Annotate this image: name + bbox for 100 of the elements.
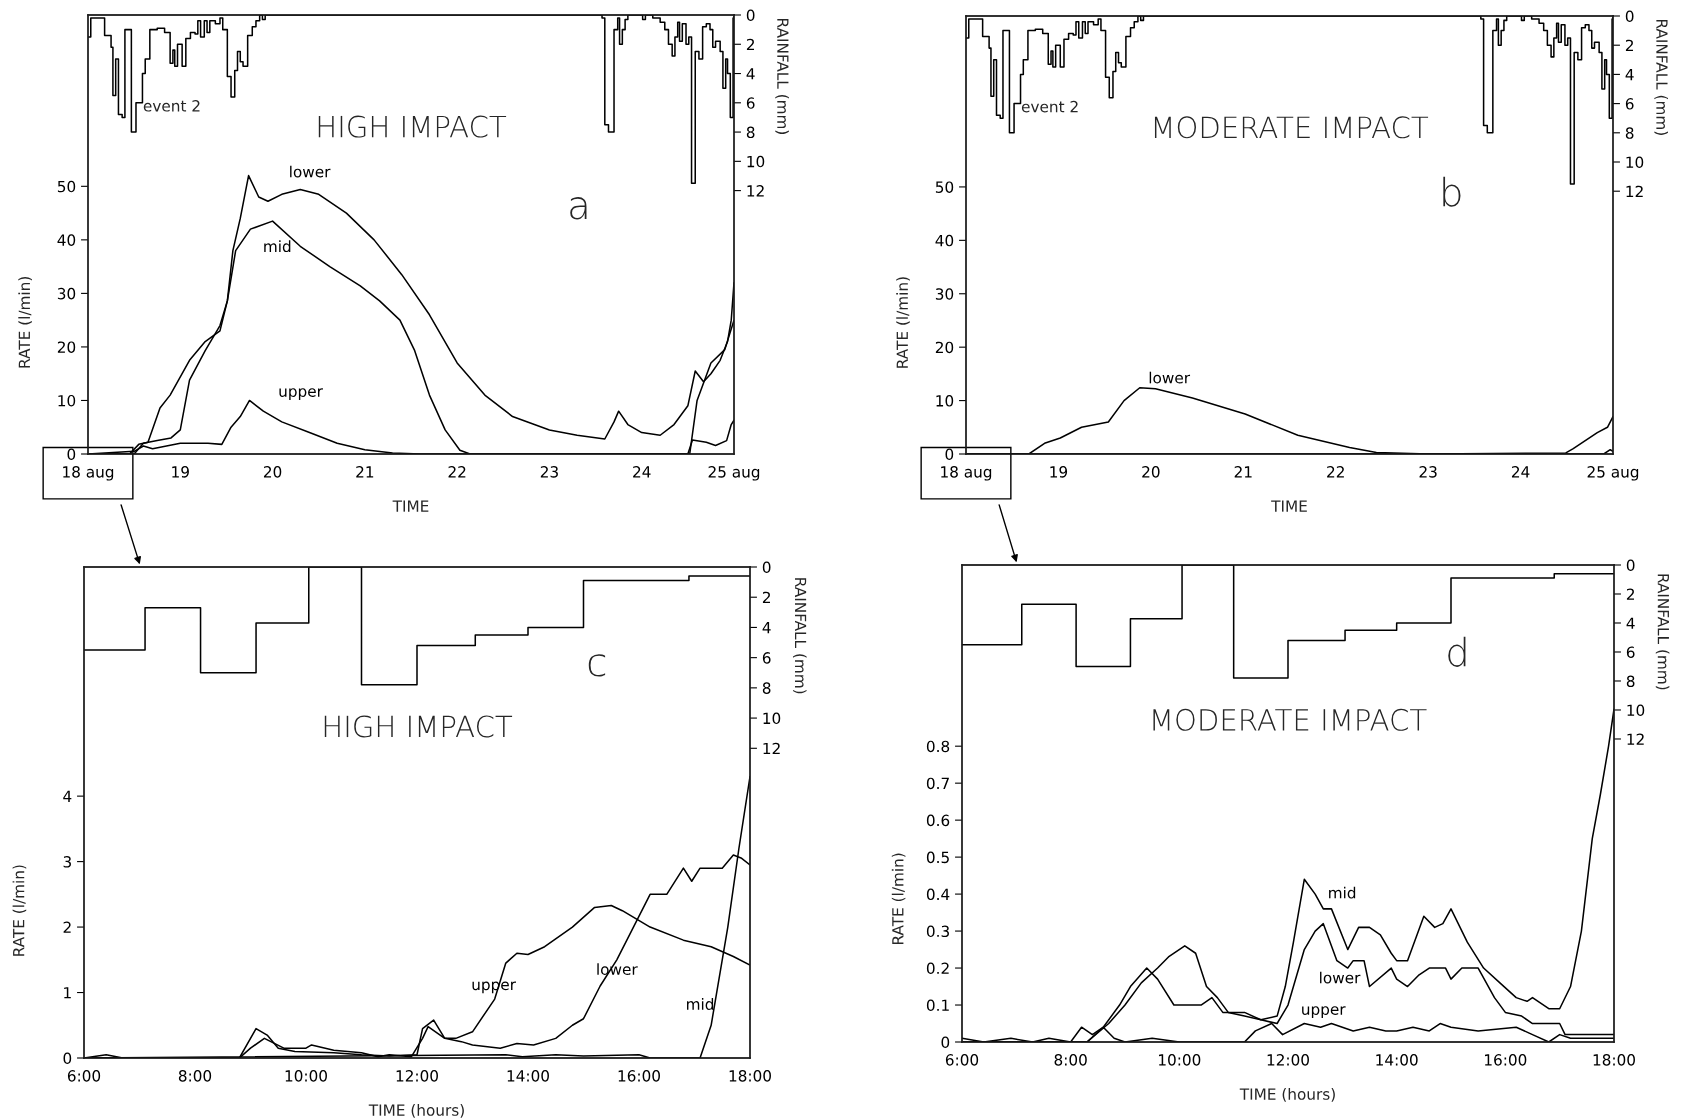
- y-tick-label: 0.3: [926, 925, 949, 938]
- y-tick-label: 0: [67, 448, 76, 461]
- y-axis-title: RATE (l/min): [18, 276, 32, 368]
- y2-tick-label: 10: [763, 712, 781, 725]
- x-tick-label: 23: [1419, 466, 1437, 478]
- y2-tick-label: 0: [1625, 10, 1634, 23]
- x-axis-title: TIME (hours): [1239, 1088, 1335, 1102]
- x-tick-label: 12:00: [396, 1070, 438, 1082]
- annotation: a: [570, 197, 587, 220]
- y-tick-label: 0.5: [926, 851, 949, 864]
- y-tick-label: 3: [63, 856, 71, 868]
- x-tick-label: 8:00: [1054, 1054, 1087, 1066]
- y-tick-label: 0.1: [926, 999, 949, 1012]
- y-axis-title: RATE (l/min): [896, 277, 910, 368]
- x-tick-label: 8:00: [178, 1070, 212, 1082]
- y-tick-label: 10: [58, 394, 76, 407]
- y-tick-label: 30: [935, 288, 954, 300]
- x-tick-label: 14:00: [1376, 1054, 1418, 1066]
- y2-tick-label: 8: [746, 126, 755, 139]
- y2-axis-title: RAINFALL (mm): [1654, 19, 1668, 135]
- y2-tick-label: 8: [1625, 127, 1634, 139]
- x-tick-label: 14:00: [507, 1070, 549, 1082]
- y2-tick-label: 0: [762, 561, 771, 574]
- y2-tick-label: 4: [746, 68, 755, 80]
- y-tick-label: 0: [941, 1036, 950, 1049]
- y2-tick-label: 6: [746, 97, 755, 109]
- series-label: upper: [279, 388, 323, 400]
- series-label: upper: [1302, 1006, 1346, 1018]
- y-tick-label: 20: [935, 341, 954, 354]
- y-tick-label: 0: [63, 1052, 72, 1065]
- y-tick-label: 1: [64, 987, 71, 999]
- y-tick-label: 40: [935, 234, 954, 247]
- x-tick-label: 10:00: [285, 1070, 327, 1082]
- x-tick-label: 19: [172, 466, 189, 478]
- y-tick-label: 40: [57, 234, 76, 246]
- x-tick-label: 21: [1234, 466, 1252, 478]
- x-tick-label: 24: [1511, 466, 1530, 478]
- y2-tick-label: 10: [1627, 704, 1645, 717]
- x-tick-label: 21: [356, 466, 374, 478]
- x-axis-title: TIME: [1271, 500, 1307, 512]
- y2-tick-label: 2: [1625, 39, 1633, 51]
- annotation: d: [1448, 636, 1466, 667]
- y2-tick-label: 0: [746, 9, 755, 22]
- y2-tick-label: 4: [762, 622, 771, 634]
- annotation: b: [1443, 176, 1461, 207]
- x-tick-label: 18 aug: [941, 466, 992, 481]
- x-tick-label: 24: [633, 466, 651, 478]
- x-tick-label: 25 aug: [1587, 466, 1639, 481]
- x-tick-label: 16:00: [1485, 1054, 1527, 1066]
- y-tick-label: 30: [57, 287, 76, 300]
- y-tick-label: 2: [63, 921, 71, 933]
- y-tick-label: 4: [63, 790, 72, 802]
- y2-tick-label: 4: [1625, 69, 1634, 81]
- y2-tick-label: 6: [762, 652, 771, 664]
- x-axis-title: TIME (hours): [368, 1104, 464, 1118]
- x-tick-label: 20: [1142, 466, 1160, 478]
- x-axis-title: TIME: [392, 500, 429, 512]
- y-tick-label: 20: [57, 341, 76, 353]
- y2-tick-label: 10: [1626, 156, 1644, 169]
- y2-tick-label: 2: [746, 38, 754, 51]
- text: HIGH IMPACT: [318, 115, 507, 138]
- x-tick-label: 22: [448, 466, 466, 478]
- x-tick-label: 25 aug: [708, 466, 760, 481]
- y2-tick-label: 8: [762, 682, 771, 694]
- y2-tick-label: 8: [1626, 675, 1635, 688]
- x-tick-label: 19: [1050, 466, 1068, 478]
- y-tick-label: 0: [945, 448, 954, 461]
- x-tick-label: 18:00: [1593, 1054, 1635, 1066]
- x-tick-label: 16:00: [618, 1070, 660, 1082]
- y-tick-label: 10: [936, 395, 954, 407]
- y2-axis-title: RAINFALL (mm): [775, 19, 789, 135]
- y-tick-label: 0.7: [926, 777, 949, 790]
- series-label: mid: [1329, 886, 1356, 899]
- annotation: c: [588, 654, 606, 677]
- series-label: lower: [290, 165, 331, 178]
- y-tick-label: 50: [57, 180, 76, 193]
- y2-tick-label: 0: [1626, 559, 1635, 572]
- y2-tick-label: 6: [1625, 98, 1634, 110]
- y2-axis-title: RAINFALL (mm): [1655, 574, 1670, 690]
- series-label: lower: [1320, 971, 1361, 984]
- y2-tick-label: 2: [1626, 588, 1634, 600]
- y-tick-label: 0.6: [926, 814, 950, 827]
- y2-axis-title: RAINFALL (mm): [792, 578, 807, 694]
- x-tick-label: 23: [540, 466, 558, 478]
- text: MODERATE IMPACT: [1153, 708, 1427, 731]
- x-tick-label: 10:00: [1159, 1054, 1201, 1066]
- x-tick-label: 18 aug: [63, 466, 114, 481]
- series-label: lower: [1149, 371, 1191, 384]
- y-axis-title: RATE (l/min): [12, 865, 27, 956]
- y-tick-label: 0.8: [926, 740, 950, 753]
- y2-tick-label: 12: [747, 185, 764, 197]
- text: MODERATE IMPACT: [1154, 116, 1429, 139]
- x-tick-label: 18:00: [729, 1070, 771, 1082]
- text: HIGH IMPACT: [324, 715, 513, 738]
- x-tick-label: 6:00: [67, 1070, 101, 1082]
- y2-tick-label: 12: [763, 742, 780, 755]
- y-tick-label: 0.4: [926, 888, 950, 901]
- x-tick-label: 6:00: [945, 1054, 979, 1066]
- y2-tick-label: 6: [1626, 646, 1635, 659]
- series-label: mid: [687, 998, 714, 1010]
